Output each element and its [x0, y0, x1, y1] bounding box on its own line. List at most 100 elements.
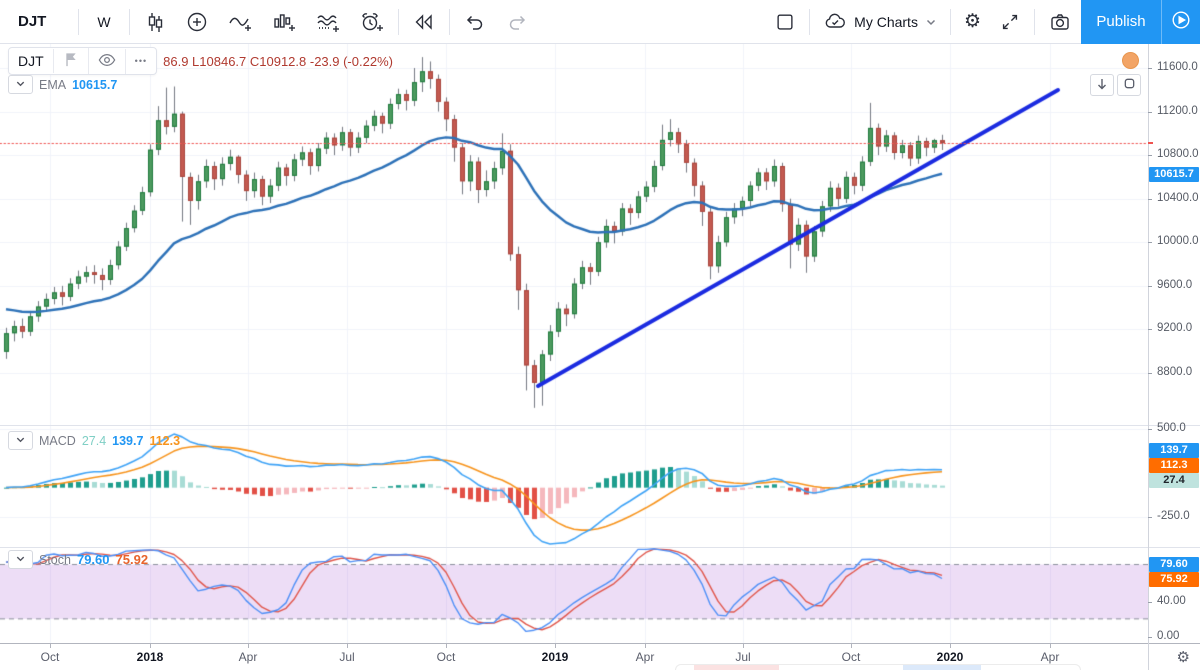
- ema-label: EMA: [39, 77, 67, 92]
- axis-tick-mark: [1148, 329, 1152, 330]
- time-axis-tick: [347, 644, 348, 648]
- toolbar-divider: [949, 8, 951, 35]
- pane-separator-stoch[interactable]: [0, 547, 1200, 548]
- peek-segment: [903, 665, 981, 670]
- axis-tick-mark: [1148, 637, 1152, 638]
- waves-plus-icon: [315, 10, 341, 34]
- my-charts-label: My Charts: [854, 13, 918, 30]
- chart-canvas[interactable]: [0, 44, 1148, 643]
- arrow-down-icon: [1095, 77, 1109, 94]
- stoch-k-value: 79.60: [76, 552, 110, 567]
- toolbar-divider: [809, 8, 811, 35]
- pane-separator-macd[interactable]: [0, 425, 1200, 426]
- maximize-icon: [1123, 77, 1136, 93]
- chevron-down-icon: [15, 552, 26, 567]
- indicators-button[interactable]: [218, 0, 262, 44]
- columns-plus-icon: [271, 10, 297, 34]
- symbol-legend-controls: DJT •••: [8, 47, 158, 75]
- toolbar-divider: [397, 8, 399, 35]
- toolbar-divider: [128, 8, 130, 35]
- symbol-button[interactable]: DJT: [0, 0, 74, 44]
- chevron-down-icon: [925, 16, 937, 28]
- fullscreen-icon: [999, 11, 1021, 33]
- plus-circle-icon: [185, 10, 209, 34]
- axis-tick-label: -250.0: [1157, 510, 1190, 522]
- alert-button[interactable]: [350, 0, 394, 44]
- time-axis-label: 2018: [136, 650, 164, 664]
- snapshot-button[interactable]: [1039, 0, 1081, 44]
- candlestick-icon: [143, 10, 167, 34]
- symbol-legend-name[interactable]: DJT: [9, 49, 54, 73]
- axis-tick-label: 10000.0: [1157, 235, 1199, 247]
- time-axis-label: Apr: [635, 650, 655, 664]
- interval-button[interactable]: W: [83, 0, 124, 44]
- undo-button[interactable]: [454, 0, 496, 44]
- toolbar-divider: [1034, 8, 1035, 35]
- chevron-down-icon: [15, 77, 26, 92]
- axis-tick-label: 11200.0: [1157, 105, 1198, 117]
- time-axis-label: Oct: [841, 650, 861, 664]
- overlay-compare-button[interactable]: [306, 0, 350, 44]
- macd-label: MACD: [39, 433, 76, 448]
- macd-collapse-button[interactable]: [8, 431, 33, 450]
- macd-hist-value: 27.4: [81, 433, 107, 448]
- axis-tick-mark: [1148, 429, 1152, 430]
- time-axis-label: 2019: [541, 650, 569, 664]
- ema-value: 10615.7: [72, 77, 118, 92]
- chevron-down-icon: [15, 433, 26, 448]
- settings-button[interactable]: ⚙: [955, 0, 990, 44]
- time-axis-tick: [150, 644, 151, 648]
- toolbar-right-group: My Charts ⚙ Publish: [765, 0, 1200, 44]
- axis-tick-label: 11600.0: [1157, 61, 1198, 73]
- fullscreen-button[interactable]: [990, 0, 1030, 44]
- macd-axis-badge: 139.7: [1149, 443, 1199, 458]
- bottom-peek-strip: [675, 664, 1081, 670]
- time-axis-label: Jul: [339, 650, 355, 664]
- scroll-to-recent-button[interactable]: [1090, 74, 1114, 96]
- stoch-label: Stoch: [39, 552, 71, 567]
- replay-button[interactable]: [403, 0, 445, 44]
- ema-collapse-button[interactable]: [8, 75, 33, 94]
- redo-button[interactable]: [496, 0, 538, 44]
- gear-icon: ⚙: [1176, 649, 1190, 666]
- chart-style-button[interactable]: [134, 0, 176, 44]
- top-toolbar: DJT W: [0, 0, 1200, 44]
- time-axis-label: 2020: [936, 650, 964, 664]
- hide-symbol-button[interactable]: [88, 48, 126, 74]
- axis-tick-mark: [1148, 517, 1152, 518]
- axis-tick-label: 10800.0: [1157, 148, 1199, 160]
- stoch-axis-badge: 79.60: [1149, 557, 1199, 572]
- symbol-more-options-button[interactable]: •••: [125, 52, 157, 70]
- time-axis-tick: [950, 644, 951, 648]
- peek-segment: [694, 665, 779, 670]
- time-axis-label: Apr: [238, 650, 258, 664]
- notification-bubble[interactable]: [1122, 52, 1139, 69]
- time-axis-tick: [446, 644, 447, 648]
- ohlc-readout: 86.9 L10846.7 C10912.8 -23.9 (-0.22%): [163, 53, 393, 69]
- axis-tick-mark: [1148, 286, 1152, 287]
- play-circle-icon: [1170, 9, 1192, 34]
- macd-axis-badge: 112.3: [1149, 458, 1199, 473]
- layout-grid-button[interactable]: [765, 0, 805, 44]
- time-axis-border: [0, 643, 1200, 644]
- publish-menu-button[interactable]: [1161, 0, 1200, 44]
- maximize-pane-button[interactable]: [1117, 74, 1141, 96]
- time-axis-tick: [851, 644, 852, 648]
- flag-icon: [63, 52, 79, 70]
- axis-tick-label: 9200.0: [1157, 322, 1193, 334]
- publish-button[interactable]: Publish: [1081, 0, 1161, 44]
- time-axis-settings-button[interactable]: ⚙: [1177, 648, 1190, 666]
- stoch-collapse-button[interactable]: [8, 550, 33, 569]
- toolbar-left-group: DJT W: [0, 0, 765, 43]
- axis-tick-label: 9600.0: [1157, 279, 1193, 291]
- time-axis-tick: [645, 644, 646, 648]
- toolbar-divider: [448, 8, 450, 35]
- axis-tick-label: 10400.0: [1157, 192, 1199, 204]
- eye-icon: [98, 53, 116, 70]
- metrics-button[interactable]: [262, 0, 306, 44]
- stoch-axis-badge: 75.92: [1149, 572, 1199, 587]
- time-axis-label: Oct: [40, 650, 60, 664]
- my-charts-button[interactable]: My Charts: [814, 0, 946, 44]
- compare-add-button[interactable]: [176, 0, 218, 44]
- flag-symbol-button[interactable]: [53, 48, 89, 74]
